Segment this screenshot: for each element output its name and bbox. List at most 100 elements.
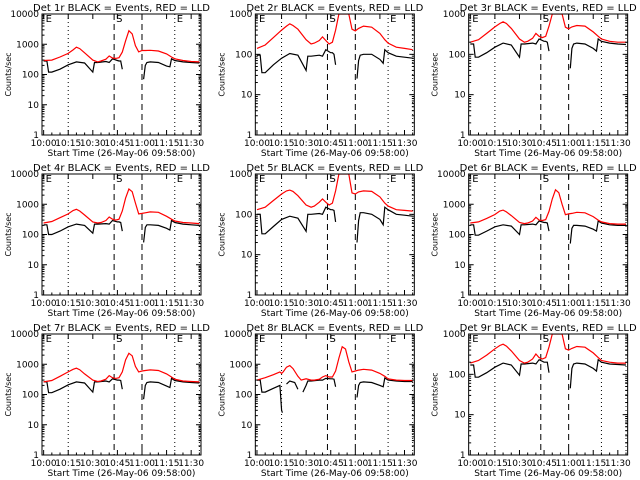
y-tick-label: 100 [22, 71, 39, 81]
marker-label-e: E [259, 334, 265, 345]
y-tick-label: 10 [454, 411, 466, 421]
series-events [43, 377, 200, 400]
y-tick-label: 1000 [16, 200, 39, 210]
marker-label-e: E [472, 334, 478, 345]
plot-frame [254, 173, 415, 296]
x-tick-label: 11:15 [367, 299, 393, 309]
y-tick-label: 100 [22, 391, 39, 401]
series-events [257, 377, 413, 413]
x-tick-label: 10:45 [318, 299, 344, 309]
y-axis-label: Counts/sec [431, 212, 440, 256]
x-tick-label: 10:30 [293, 139, 319, 149]
y-tick-label: 1 [247, 131, 253, 141]
x-tick-label: 11:30 [178, 299, 204, 309]
x-tick-label: 11:00 [342, 459, 368, 469]
y-tick-label: 100 [235, 210, 252, 220]
marker-label-s: S [543, 14, 549, 25]
series-lld [43, 187, 200, 225]
x-tick-label: 10:00 [457, 299, 483, 309]
marker-label-e: E [177, 174, 183, 185]
x-tick-label: 11:00 [342, 139, 368, 149]
y-tick-label: 10 [241, 421, 253, 431]
x-tick-label: 11:15 [580, 139, 606, 149]
x-tick-label: 11:15 [154, 459, 180, 469]
y-tick-label: 100 [448, 231, 465, 241]
marker-label-s: S [116, 14, 122, 25]
x-tick-label: 10:15 [482, 459, 508, 469]
x-axis-label: Start Time (26-May-06 09:58:00) [48, 149, 196, 159]
x-tick-label: 10:00 [457, 139, 483, 149]
series-lld [256, 14, 413, 51]
marker-label-e: E [390, 14, 396, 25]
x-axis-label: Start Time (26-May-06 09:58:00) [261, 309, 409, 319]
y-tick-label: 10 [28, 421, 40, 431]
y-tick-label: 1000 [229, 170, 252, 180]
x-tick-label: 11:30 [392, 459, 418, 469]
x-tick-label: 11:30 [605, 459, 631, 469]
y-tick-label: 1 [460, 291, 466, 301]
plot-frame [468, 173, 629, 296]
x-tick-label: 10:15 [269, 299, 295, 309]
marker-label-e: E [46, 174, 52, 185]
plot-frame [468, 333, 629, 456]
y-tick-label: 1 [33, 451, 39, 461]
x-tick-label: 11:15 [154, 299, 180, 309]
marker-label-e: E [390, 174, 396, 185]
x-tick-label: 11:30 [178, 139, 204, 149]
x-tick-label: 10:45 [531, 459, 557, 469]
x-tick-label: 10:00 [457, 459, 483, 469]
panel-title: Det 8r BLACK = Events, RED = LLD [246, 323, 423, 334]
y-tick-label: 10 [241, 91, 253, 101]
panel-title: Det 5r BLACK = Events, RED = LLD [246, 163, 423, 174]
y-axis-label: Counts/sec [217, 372, 226, 416]
x-axis-label: Start Time (26-May-06 09:58:00) [48, 309, 196, 319]
y-tick-label: 1000 [16, 40, 39, 50]
y-axis-label: Counts/sec [4, 212, 13, 256]
panel-title: Det 3r BLACK = Events, RED = LLD [460, 3, 637, 14]
x-tick-label: 10:15 [269, 459, 295, 469]
y-tick-label: 1 [247, 291, 253, 301]
x-tick-label: 11:15 [154, 139, 180, 149]
marker-label-e: E [472, 174, 478, 185]
y-tick-label: 1000 [443, 330, 466, 340]
panel-title: Det 2r BLACK = Events, RED = LLD [246, 3, 423, 14]
y-tick-label: 1000 [443, 200, 466, 210]
x-tick-label: 10:45 [531, 139, 557, 149]
x-tick-label: 11:00 [129, 299, 155, 309]
series-lld [256, 174, 413, 212]
marker-label-s: S [543, 174, 549, 185]
marker-label-e: E [46, 334, 52, 345]
panel-title: Det 9r BLACK = Events, RED = LLD [460, 323, 637, 334]
panel-title: Det 6r BLACK = Events, RED = LLD [460, 163, 637, 174]
marker-label-e: E [46, 14, 52, 25]
y-tick-label: 1 [247, 451, 253, 461]
x-tick-label: 10:00 [31, 299, 57, 309]
y-axis-label: Counts/sec [431, 52, 440, 96]
x-tick-label: 11:30 [605, 299, 631, 309]
y-axis-label: Counts/sec [217, 212, 226, 256]
panel-title: Det 4r BLACK = Events, RED = LLD [33, 163, 210, 174]
x-tick-label: 10:00 [244, 139, 270, 149]
y-tick-label: 1000 [16, 360, 39, 370]
x-tick-label: 10:00 [31, 459, 57, 469]
x-tick-label: 10:00 [244, 299, 270, 309]
marker-label-s: S [543, 334, 549, 345]
y-axis-label: Counts/sec [431, 372, 440, 416]
plot-frame [41, 173, 202, 296]
x-tick-label: 11:00 [129, 139, 155, 149]
x-tick-label: 10:45 [318, 139, 344, 149]
y-tick-label: 10000 [10, 330, 39, 340]
x-tick-label: 10:15 [482, 139, 508, 149]
y-axis-label: Counts/sec [217, 52, 226, 96]
x-tick-label: 11:00 [129, 459, 155, 469]
x-tick-label: 11:00 [342, 299, 368, 309]
x-tick-label: 11:30 [392, 139, 418, 149]
series-lld [256, 345, 413, 382]
x-tick-label: 10:00 [31, 139, 57, 149]
